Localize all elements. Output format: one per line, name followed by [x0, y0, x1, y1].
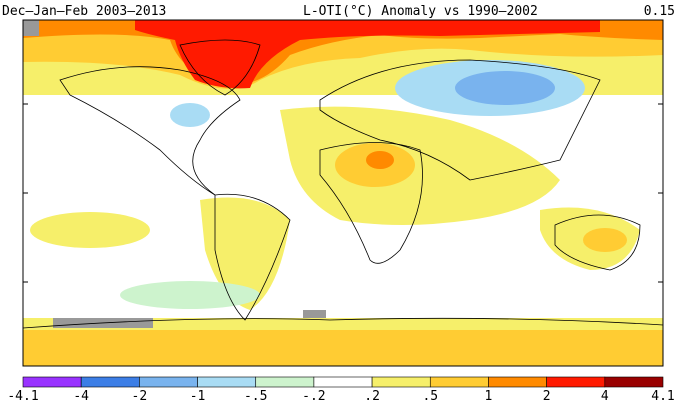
antarctic-orange	[23, 330, 663, 366]
legend-swatch	[197, 376, 257, 388]
legend-swatch	[80, 376, 140, 388]
legend-swatch	[429, 376, 489, 388]
legend-label: .5	[422, 389, 438, 403]
legend-label: -2	[132, 389, 148, 403]
legend-label: -1	[190, 389, 206, 403]
africa-asia-warm	[280, 106, 560, 225]
legend-label: -.2	[302, 389, 325, 403]
siberia-cold-core	[455, 71, 555, 105]
legend-label: -.5	[244, 389, 267, 403]
legend: -4.1 -4 -2 -1 -.5 -.2 .2 .5 1 2 4 4.1	[7, 376, 675, 403]
legend-label: 4	[601, 389, 609, 403]
legend-label: 2	[543, 389, 551, 403]
legend-swatch	[22, 376, 82, 388]
frame-ticks	[23, 103, 663, 283]
map	[22, 19, 664, 367]
title-dataset: L-OTI(°C) Anomaly vs 1990–2002	[303, 4, 538, 19]
missing-data	[303, 310, 326, 318]
legend-swatch	[313, 376, 373, 388]
south-pacific-cool	[120, 281, 260, 309]
missing-data	[23, 20, 39, 36]
arctic-red	[135, 20, 600, 89]
legend-swatch	[255, 376, 315, 388]
na-cold	[170, 103, 210, 127]
title-mean: 0.15	[644, 4, 675, 19]
sahara-hot	[366, 151, 394, 169]
legend-swatch	[604, 376, 664, 388]
legend-label: -4.1	[7, 389, 38, 403]
legend-label: 4.1	[651, 389, 674, 403]
legend-swatch	[371, 376, 431, 388]
legend-swatch	[488, 376, 547, 388]
pacific-warm	[30, 212, 150, 248]
legend-swatch	[546, 376, 606, 388]
legend-label: 1	[485, 389, 493, 403]
legend-label: .2	[364, 389, 380, 403]
legend-label: -4	[73, 389, 89, 403]
south-america-warm	[200, 197, 290, 310]
legend-swatch	[139, 376, 198, 388]
coastlines	[22, 39, 664, 329]
australia-hot	[583, 228, 627, 252]
title-period: Dec–Jan–Feb 2003–2013	[2, 4, 166, 19]
